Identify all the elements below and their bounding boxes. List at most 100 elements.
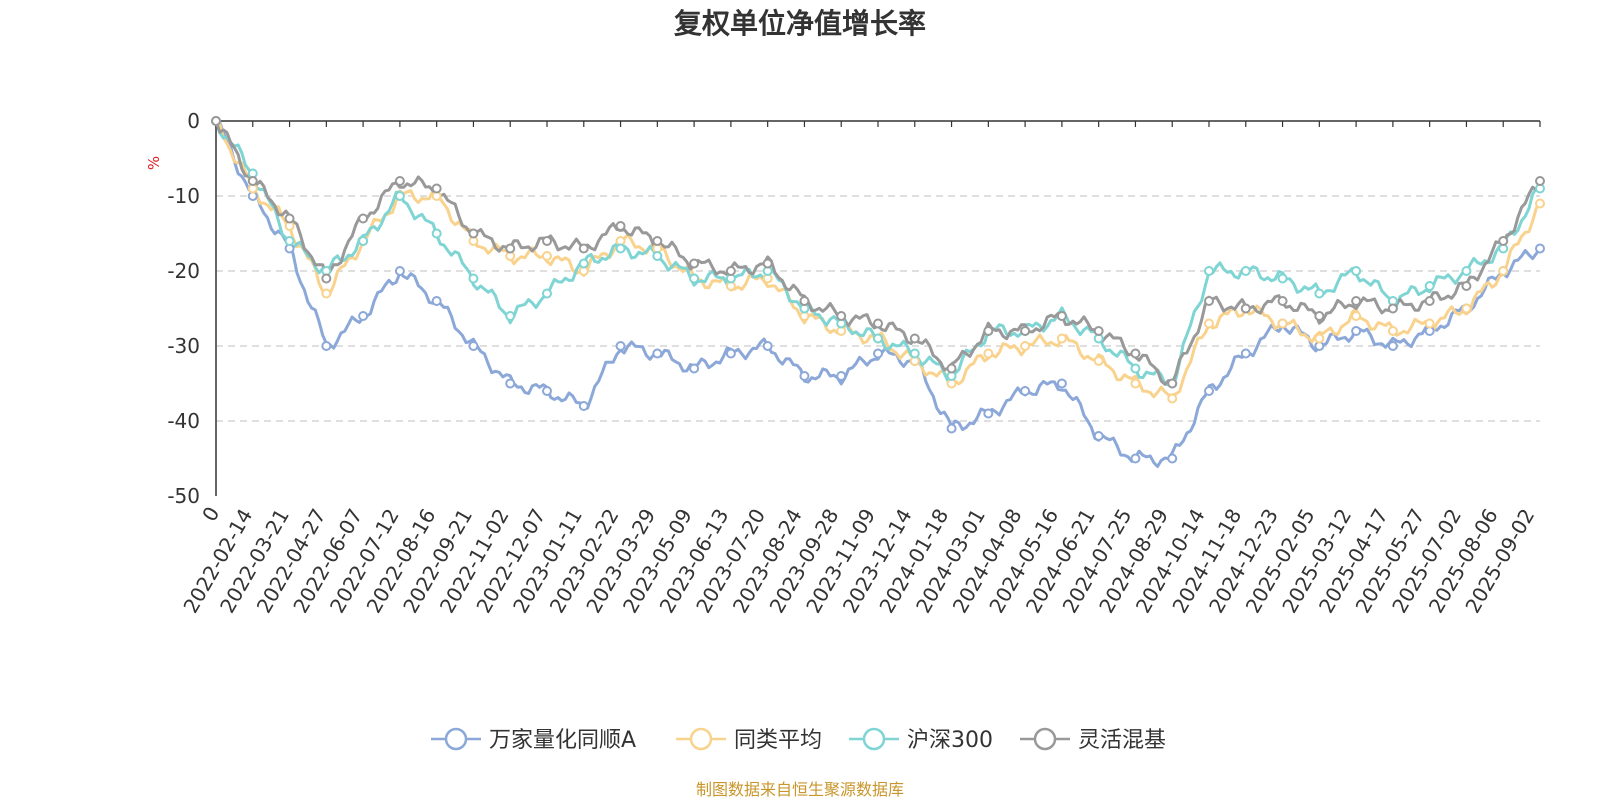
data-point <box>1167 393 1178 404</box>
data-point <box>1093 431 1104 441</box>
data-point <box>983 408 994 419</box>
y-axis-unit: % <box>145 156 163 170</box>
data-point <box>836 311 847 321</box>
data-point <box>1130 348 1141 359</box>
data-point <box>615 243 626 254</box>
data-point <box>1424 281 1435 291</box>
grid-lines <box>216 195 1540 422</box>
data-point <box>1277 296 1288 306</box>
data-point <box>284 213 295 224</box>
data-point <box>1535 243 1545 254</box>
series-line <box>215 119 1542 468</box>
data-source-note: 制图数据来自恒生聚源数据库 <box>696 780 904 799</box>
legend-item[interactable]: 同类平均 <box>676 727 822 753</box>
data-point <box>799 371 810 381</box>
data-point <box>394 266 405 276</box>
data-point <box>909 348 920 359</box>
data-point <box>1424 296 1435 306</box>
data-point <box>247 176 258 186</box>
data-point <box>505 243 516 254</box>
data-point <box>1056 311 1067 321</box>
data-point <box>542 236 552 246</box>
data-point <box>542 288 552 299</box>
legend-marker <box>689 727 713 751</box>
data-point <box>689 258 700 269</box>
data-point <box>1351 311 1362 321</box>
legend-item[interactable]: 灵活混基 <box>1020 727 1166 753</box>
data-point <box>1314 311 1325 321</box>
y-tick-label: 0 <box>187 109 200 133</box>
legend[interactable]: 万家量化同顺A 同类平均 沪深300 灵活混基 <box>431 727 1166 753</box>
data-point <box>321 288 332 299</box>
legend-marker <box>862 727 886 751</box>
data-point <box>983 348 994 359</box>
data-point <box>284 236 295 246</box>
data-point <box>1535 198 1545 209</box>
data-point <box>1314 333 1325 344</box>
data-point <box>1020 341 1031 351</box>
data-point <box>1167 453 1178 464</box>
data-point <box>1387 341 1398 351</box>
legend-item[interactable]: 沪深300 <box>849 727 993 753</box>
data-point <box>652 348 663 359</box>
y-tick-label: -10 <box>167 184 200 208</box>
data-point <box>1167 378 1178 389</box>
data-point <box>394 176 405 186</box>
data-point <box>1461 266 1472 276</box>
data-point <box>1020 386 1031 396</box>
data-point <box>836 371 847 381</box>
chart-title: 复权单位净值增长率 <box>674 7 926 40</box>
data-point <box>1240 348 1251 359</box>
legend-label: 灵活混基 <box>1078 728 1166 753</box>
data-point <box>505 378 516 389</box>
data-point <box>1130 363 1141 374</box>
data-point <box>578 243 589 254</box>
series-line <box>214 120 1542 386</box>
data-point <box>1204 318 1214 329</box>
data-point <box>946 423 957 434</box>
data-point <box>799 296 810 306</box>
data-point <box>1204 386 1214 396</box>
data-point <box>1535 176 1545 186</box>
data-point <box>1351 326 1362 336</box>
series-markers <box>211 116 1545 464</box>
data-point <box>1130 378 1141 389</box>
data-point <box>1204 266 1214 276</box>
data-point <box>578 258 589 269</box>
data-point <box>725 348 736 359</box>
data-point <box>1351 266 1362 276</box>
data-point <box>321 273 332 284</box>
legend-marker <box>444 727 468 751</box>
data-point <box>1056 333 1067 344</box>
y-tick-label: -50 <box>167 484 200 508</box>
legend-item[interactable]: 万家量化同顺A <box>431 727 636 753</box>
data-point <box>1277 318 1288 329</box>
data-point <box>615 341 626 351</box>
data-point <box>762 341 773 351</box>
data-point <box>431 183 442 194</box>
data-point <box>542 251 552 261</box>
data-point <box>468 228 479 239</box>
data-point <box>1387 326 1398 336</box>
data-point <box>873 348 883 359</box>
data-point <box>1240 266 1251 276</box>
legend-marker <box>1033 727 1057 751</box>
legend-label: 同类平均 <box>734 728 822 753</box>
data-point <box>983 326 994 336</box>
data-point <box>946 363 957 374</box>
data-point <box>505 311 516 321</box>
data-point <box>394 191 405 201</box>
legend-label: 沪深300 <box>907 728 993 753</box>
data-point <box>1204 296 1214 306</box>
data-point <box>1498 266 1509 276</box>
data-point <box>1093 356 1104 366</box>
data-point <box>725 266 736 276</box>
data-point <box>542 386 552 396</box>
data-point <box>1314 288 1325 299</box>
data-point <box>468 341 479 351</box>
y-tick-label: -20 <box>167 259 200 283</box>
y-tick-label: -30 <box>167 334 200 358</box>
data-point <box>1056 378 1067 389</box>
data-point <box>909 333 920 344</box>
